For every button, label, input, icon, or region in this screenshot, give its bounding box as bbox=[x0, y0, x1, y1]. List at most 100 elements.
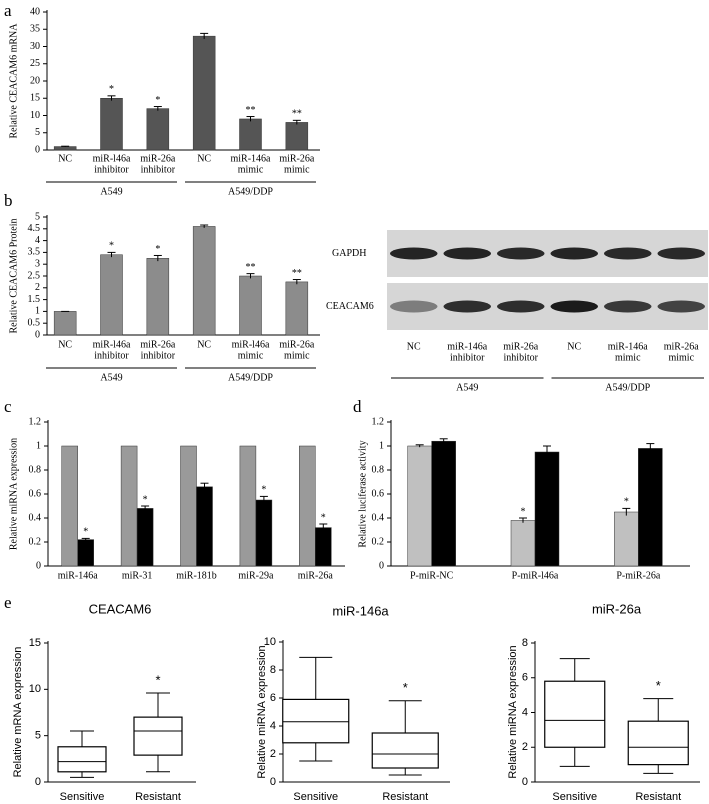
y-tick-label: 6 bbox=[522, 672, 528, 684]
y-tick-label: 0.4 bbox=[29, 512, 42, 523]
panel-letter: b bbox=[4, 191, 13, 210]
bar bbox=[100, 254, 123, 336]
x-tick-label: inhibitor bbox=[94, 164, 129, 175]
y-tick-label: 0 bbox=[36, 560, 41, 571]
blot-row-label: GAPDH bbox=[332, 248, 366, 259]
y-tick-label: 8 bbox=[270, 664, 276, 676]
bar bbox=[255, 499, 273, 567]
box bbox=[133, 716, 183, 756]
blot-band bbox=[657, 247, 705, 260]
x-tick-label: inhibitor bbox=[450, 352, 485, 363]
y-tick-label: 10 bbox=[30, 110, 40, 121]
bar bbox=[614, 511, 639, 567]
x-tick-label: miR-l46a bbox=[93, 339, 131, 350]
y-axis-title: Relative luciferase activity bbox=[357, 440, 368, 547]
x-tick-label: miR-26a bbox=[279, 339, 315, 350]
x-tick-label: miR-146a bbox=[608, 341, 649, 352]
blot-band bbox=[443, 300, 491, 313]
chart-title: CEACAM6 bbox=[89, 601, 152, 616]
y-tick-label: 5 bbox=[35, 211, 40, 222]
x-tick-label: NC bbox=[567, 341, 581, 352]
bar bbox=[196, 486, 213, 567]
group-label: A549 bbox=[100, 186, 122, 197]
blot-band bbox=[604, 300, 652, 313]
x-tick-label: miR-146a bbox=[58, 570, 99, 581]
y-tick-label: 0.6 bbox=[372, 488, 385, 499]
y-tick-label: 0 bbox=[35, 144, 40, 155]
y-axis-title: Relative mRNA expression bbox=[12, 647, 24, 778]
bar bbox=[239, 445, 257, 567]
bar bbox=[239, 275, 262, 336]
significance-label: * bbox=[403, 680, 408, 695]
bar bbox=[180, 445, 197, 567]
group-label: A549/DDP bbox=[228, 372, 273, 383]
y-tick-label: 0.2 bbox=[372, 536, 385, 547]
x-tick-label: miR-26a bbox=[140, 153, 176, 164]
significance-label: ** bbox=[292, 109, 302, 120]
x-tick-label: P-miR-NC bbox=[410, 570, 454, 581]
x-tick-label: mimic bbox=[284, 350, 310, 361]
x-tick-label: miR-26a bbox=[279, 153, 315, 164]
blot-band bbox=[390, 247, 438, 260]
x-tick-label: NC bbox=[58, 339, 72, 350]
y-tick-label: 0 bbox=[522, 776, 528, 788]
box bbox=[371, 732, 439, 769]
y-tick-label: 25 bbox=[30, 58, 40, 69]
y-tick-label: 5 bbox=[35, 730, 41, 742]
y-tick-label: 15 bbox=[30, 93, 40, 104]
x-tick-label: inhibitor bbox=[141, 164, 176, 175]
panel-letter: a bbox=[4, 1, 12, 20]
y-tick-label: 1 bbox=[36, 440, 41, 451]
x-tick-label: mimic bbox=[615, 352, 641, 363]
bar bbox=[146, 258, 170, 336]
blot-strip bbox=[387, 283, 708, 330]
chart-title: miR-26a bbox=[592, 601, 642, 616]
x-tick-label: Resistant bbox=[635, 791, 681, 803]
y-tick-label: 0 bbox=[35, 776, 41, 788]
bar bbox=[61, 445, 78, 567]
panel-letter: e bbox=[4, 593, 12, 612]
y-tick-label: 30 bbox=[30, 41, 40, 52]
bar bbox=[407, 445, 432, 567]
blot-strip bbox=[387, 230, 708, 277]
significance-label: ** bbox=[292, 268, 302, 279]
x-tick-label: miR-l46a bbox=[232, 339, 270, 350]
x-tick-label: NC bbox=[197, 153, 211, 164]
bar bbox=[192, 226, 216, 336]
y-tick-label: 0.6 bbox=[29, 488, 42, 499]
panel-letter: c bbox=[4, 397, 12, 416]
group-label: A549 bbox=[456, 382, 478, 393]
blot-band bbox=[657, 300, 705, 313]
box bbox=[544, 680, 606, 748]
box bbox=[282, 698, 350, 744]
bar bbox=[638, 448, 663, 567]
significance-label: * bbox=[261, 485, 266, 496]
y-tick-label: 2 bbox=[522, 741, 528, 753]
x-tick-label: mimic bbox=[284, 164, 310, 175]
bar bbox=[53, 146, 77, 151]
x-tick-label: miR-146a bbox=[447, 341, 488, 352]
y-tick-label: 0.5 bbox=[28, 317, 41, 328]
x-tick-label: inhibitor bbox=[141, 350, 176, 361]
blot-band bbox=[550, 300, 598, 313]
bar bbox=[77, 539, 94, 567]
x-tick-label: mimic bbox=[238, 164, 264, 175]
blot-row-label: CEACAM6 bbox=[326, 301, 374, 312]
y-tick-label: 2 bbox=[270, 748, 276, 760]
x-tick-label: Resistant bbox=[135, 791, 181, 803]
y-tick-label: 4 bbox=[522, 706, 528, 718]
significance-label: * bbox=[155, 244, 160, 255]
blot-band bbox=[497, 247, 545, 260]
y-tick-label: 0.8 bbox=[372, 464, 385, 475]
x-tick-label: Sensitive bbox=[293, 791, 338, 803]
y-tick-label: 0 bbox=[270, 776, 276, 788]
bar bbox=[146, 108, 170, 151]
x-tick-label: miR-181b bbox=[176, 570, 217, 581]
bar bbox=[100, 98, 123, 151]
x-tick-label: NC bbox=[58, 153, 72, 164]
y-tick-label: 0.4 bbox=[372, 512, 385, 523]
y-tick-label: 0.8 bbox=[29, 464, 42, 475]
significance-label: ** bbox=[246, 105, 256, 116]
y-tick-label: 8 bbox=[522, 637, 528, 649]
y-tick-label: 6 bbox=[270, 692, 276, 704]
